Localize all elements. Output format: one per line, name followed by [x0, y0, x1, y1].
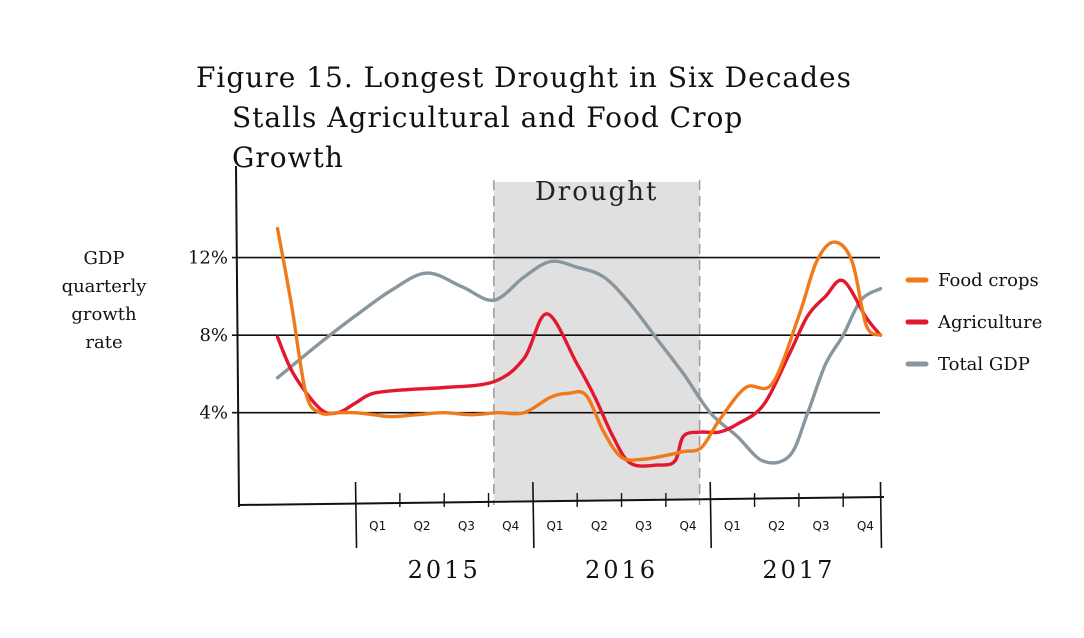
drought-label: Drought: [535, 177, 659, 207]
y-axis-title-line-1: quarterly: [62, 276, 148, 297]
figure-title-line1: Figure 15. Longest Drought in Six Decade…: [196, 61, 852, 94]
y-tick-label-2: 12%: [188, 248, 228, 269]
drought-shade-group: [493, 180, 701, 505]
series-line-food-crops: [275, 226, 883, 462]
quarter-label-4: Q1: [546, 519, 563, 533]
quarter-label-11: Q4: [857, 519, 874, 533]
year-label-2016: 2016: [585, 556, 658, 584]
y-tick-label-0: 4%: [199, 403, 228, 424]
drought-shaded-region: [493, 182, 700, 500]
quarter-label-3: Q4: [502, 519, 519, 533]
quarter-label-8: Q1: [724, 519, 741, 533]
quarter-label-5: Q2: [591, 519, 608, 533]
year-boundary-tick-0: [354, 481, 358, 549]
legend-label-total-gdp: Total GDP: [938, 354, 1030, 375]
figure-title-line2: Stalls Agricultural and Food Crop Growth: [232, 101, 744, 174]
year-label-2017: 2017: [762, 556, 835, 584]
quarter-label-1: Q2: [413, 519, 430, 533]
year-boundary-tick-2: [709, 481, 713, 549]
quarter-label-0: Q1: [369, 519, 386, 533]
y-axis-title-line-2: growth: [71, 304, 137, 325]
series-line-total-gdp: [275, 259, 883, 465]
text-group: Drought 4% 8% 12% Q1 Q2 Q3 Q4 Q1 Q2 Q3 Q4 Q1 Q2 Q3 Q4 20…: [62, 177, 874, 584]
series-group: [275, 226, 883, 468]
quarter-label-10: Q3: [812, 519, 829, 533]
quarter-label-7: Q4: [679, 519, 696, 533]
series-line-agriculture: [275, 278, 883, 468]
x-axis-line: [238, 496, 885, 506]
y-axis-title-line-0: GDP: [84, 248, 125, 269]
y-tick-label-1: 8%: [199, 325, 228, 346]
axes-group: [235, 165, 885, 549]
legend-group: Food crops Agriculture Total GDP: [905, 270, 1042, 375]
year-boundary-tick-3: [879, 481, 883, 549]
quarter-label-9: Q2: [768, 519, 785, 533]
year-label-2015: 2015: [408, 556, 481, 584]
y-axis-title-line-3: rate: [85, 332, 122, 353]
y-axis-line: [235, 165, 240, 508]
legend-label-food-crops: Food crops: [938, 270, 1039, 291]
quarter-label-2: Q3: [458, 519, 475, 533]
legend-label-agriculture: Agriculture: [937, 312, 1042, 333]
year-boundary-tick-1: [532, 481, 535, 549]
figure-title: Figure 15. Longest Drought in Six Decade…: [196, 58, 856, 178]
quarter-label-6: Q3: [635, 519, 652, 533]
